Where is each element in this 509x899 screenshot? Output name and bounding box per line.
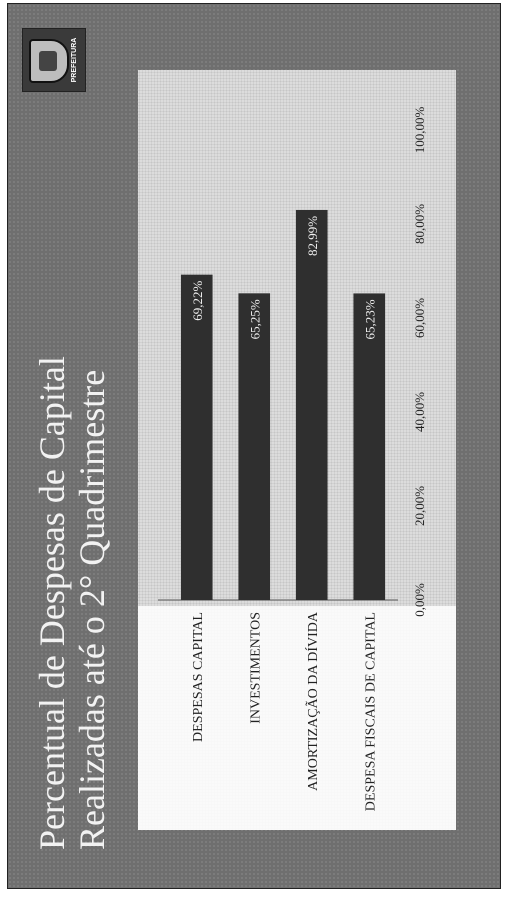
bar-1 (238, 293, 271, 600)
chart-panel: DESPESAS CAPITAL 69,22% INVESTIMENTOS 65,25… (138, 70, 456, 830)
title-line-2: Realizadas até o 2° Quadrimestre (72, 369, 112, 850)
category-label-1: INVESTIMENTOS (248, 612, 263, 724)
data-label-3: 65,23% (362, 299, 377, 339)
coat-of-arms-icon (29, 39, 69, 83)
x-tick-label-2: 40,00% (412, 392, 427, 432)
category-label-area (138, 606, 456, 830)
logo-text: PREFEITURA (71, 37, 78, 83)
data-label-1: 65,25% (247, 299, 262, 339)
title-line-1: Percentual de Despesas de Capital (32, 356, 72, 850)
bar-chart: DESPESAS CAPITAL 69,22% INVESTIMENTOS 65,25… (138, 107, 456, 830)
category-label-2: AMORTIZAÇÃO DA DÍVIDA (304, 611, 321, 791)
bar-3 (353, 293, 386, 600)
slide-content: Percentual de Despesas de Capital Realiz… (8, 4, 500, 888)
bar-0 (180, 274, 213, 600)
slide: Percentual de Despesas de Capital Realiz… (7, 3, 501, 889)
category-label-3: DESPESA FISCAIS DE CAPITAL (363, 612, 378, 811)
x-tick-label-1: 20,00% (412, 486, 427, 526)
x-tick-label-5: 100,00% (412, 107, 427, 154)
logo: PREFEITURA (22, 28, 86, 92)
slide-title: Percentual de Despesas de Capital Realiz… (32, 90, 112, 850)
category-label-0: DESPESAS CAPITAL (191, 612, 206, 742)
data-label-0: 69,22% (190, 281, 205, 321)
bar-2 (295, 209, 328, 600)
x-tick-label-3: 60,00% (412, 298, 427, 338)
data-label-2: 82,99% (305, 216, 320, 256)
x-tick-label-4: 80,00% (412, 204, 427, 244)
x-tick-label-0: 0,00% (412, 583, 427, 617)
